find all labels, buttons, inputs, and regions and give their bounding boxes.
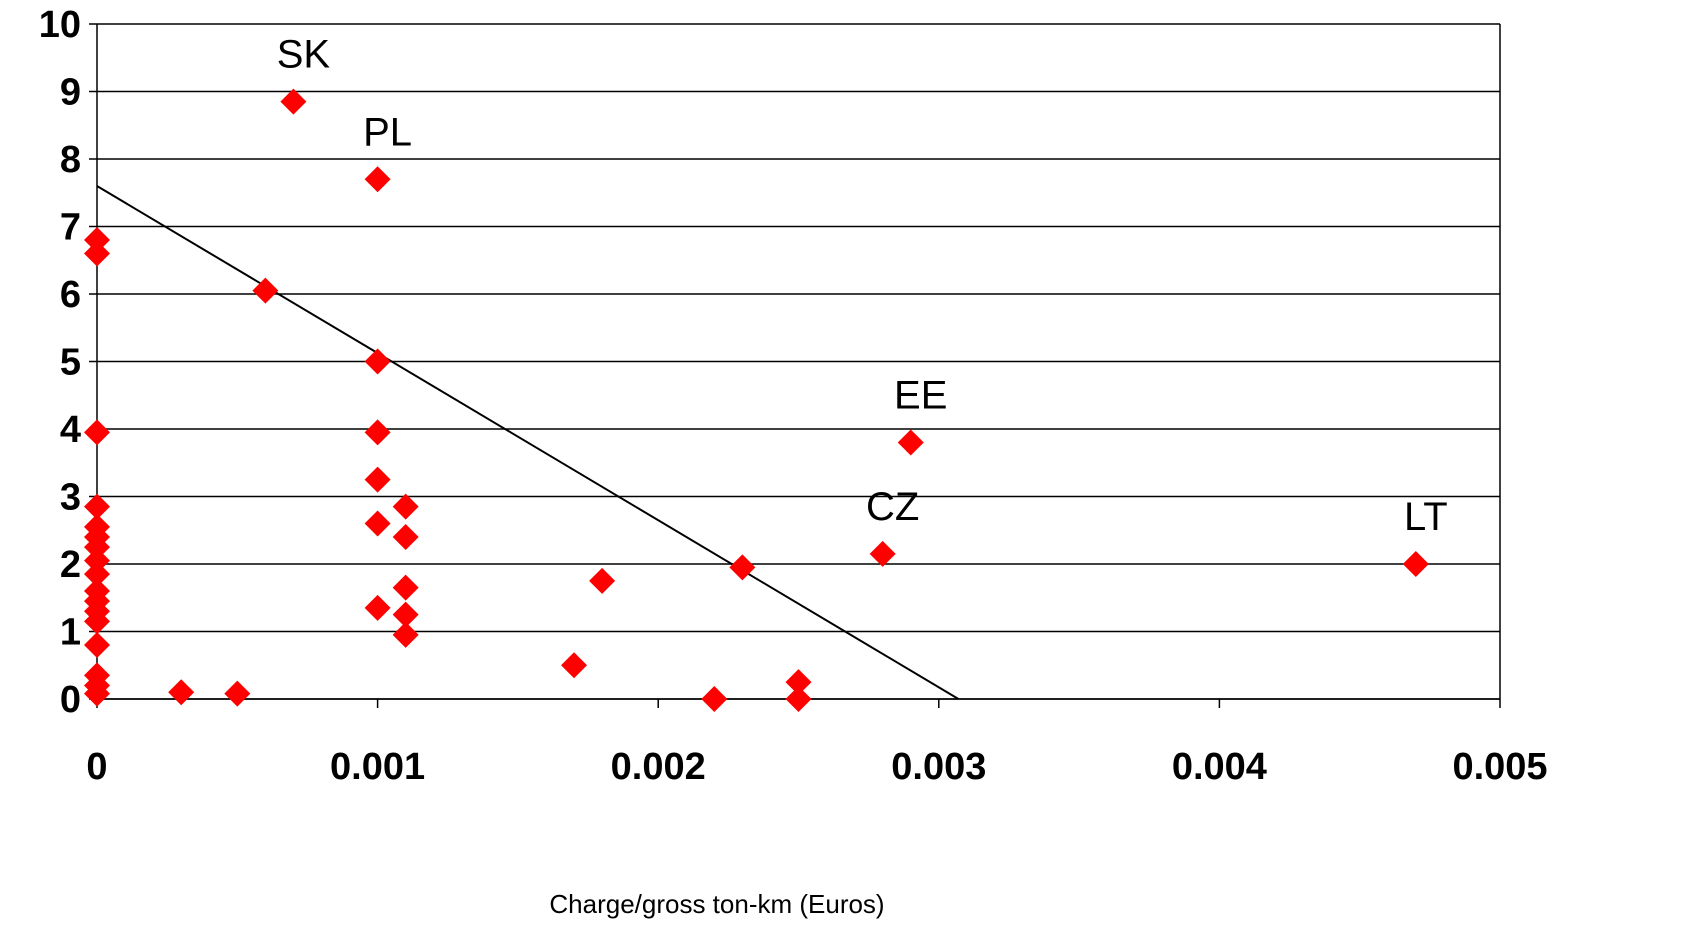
data-point [701,686,728,712]
data-point [84,608,110,635]
gridlines [97,23,1500,700]
x-tick-label: 0.005 [1452,746,1547,788]
data-point [392,574,419,601]
data-point [84,534,110,561]
data-point [364,348,391,375]
x-tick-label: 0.004 [1172,746,1267,788]
data-point [84,419,110,446]
data-point [252,277,279,304]
data-point [729,554,756,581]
data-point [84,227,110,253]
data-point [224,680,251,707]
x-axis-title: Charge/gross ton-km (Euros) [549,889,884,919]
data-point [84,240,110,267]
data-point [364,510,391,537]
x-tick-label: 0.003 [891,746,986,788]
data-point [589,567,616,594]
point-labels: SK PL EE CZ LT [277,33,1448,539]
y-tick-label: 6 [60,274,81,316]
data-point [785,686,812,712]
data-point [392,621,419,648]
y-tick-label: 3 [60,477,81,519]
y-tick-label: 2 [60,544,81,586]
y-tick-label: 10 [39,4,81,46]
y-tick-label: 8 [60,139,81,181]
data-points [84,88,1429,712]
data-point [392,601,419,628]
point-label: PL [363,110,412,154]
y-tick-label: 5 [60,342,81,384]
data-point [364,594,391,621]
x-tick-labels: 0 0.001 0.002 0.003 0.004 0.005 [86,746,1547,788]
data-point [84,493,110,520]
data-point [869,540,896,567]
data-point [364,466,391,493]
data-point [280,88,307,115]
data-point [561,652,588,679]
y-tick-label: 4 [60,409,81,451]
point-label: EE [894,374,947,418]
x-tick-label: 0.002 [611,746,706,788]
data-point [785,669,812,696]
data-point [897,429,924,456]
y-tick-label: 7 [60,207,81,249]
y-tick-label: 1 [60,612,81,654]
data-point [84,632,110,658]
point-label: SK [277,33,331,77]
x-tick-label: 0 [86,746,107,788]
trendline-group [96,185,959,700]
point-label: CZ [866,485,919,529]
data-point [392,524,419,550]
data-point [1402,551,1429,577]
y-tick-label: 9 [60,72,81,114]
y-tick-labels: 0 1 2 3 4 5 6 7 8 9 10 [39,4,81,721]
data-point [84,547,110,574]
x-tick-label: 0.001 [330,746,425,788]
point-label: LT [1404,495,1448,539]
data-point [84,561,110,588]
data-point [84,680,110,707]
data-point [392,493,419,520]
data-point [364,166,391,193]
data-point [168,679,195,706]
trendline [96,185,959,700]
data-point [364,419,391,446]
y-tick-label: 0 [60,679,81,721]
